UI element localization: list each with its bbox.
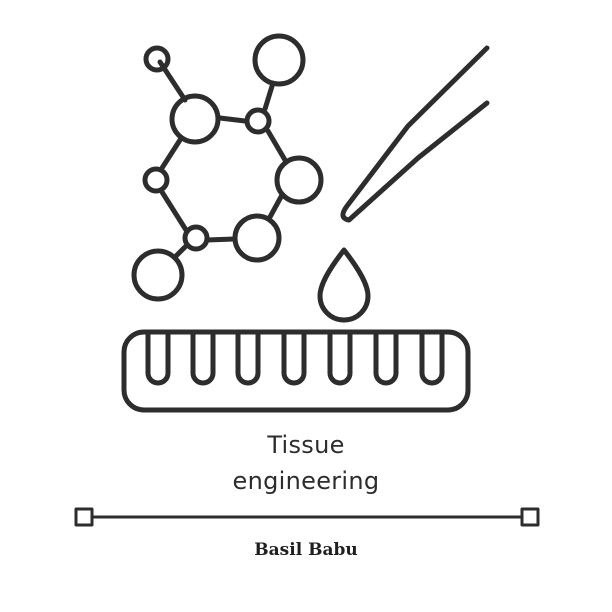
- caption-line-1: Tissue: [267, 431, 345, 459]
- author-credit: Basil Babu: [254, 540, 358, 560]
- caption-line-2: engineering: [232, 467, 380, 495]
- right-handle-icon: [520, 507, 540, 527]
- droplet-icon: [317, 247, 371, 323]
- molecule-icon: [131, 33, 324, 302]
- well-plate-icon: [121, 329, 471, 413]
- pipette-icon: [340, 45, 490, 223]
- left-handle-icon: [74, 507, 94, 527]
- divider-line: [74, 507, 540, 527]
